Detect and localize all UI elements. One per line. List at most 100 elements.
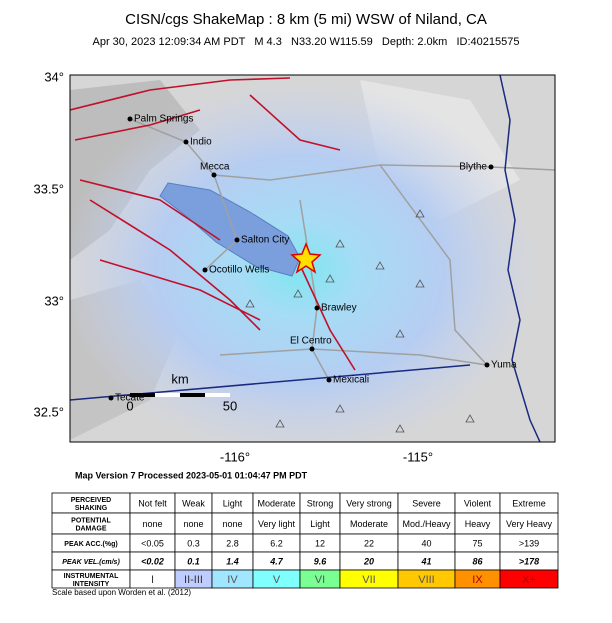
map-axes: 34° 33.5° 33° 32.5° -116° -115°: [33, 69, 433, 464]
city-dot: [211, 172, 217, 178]
row-header: INSTRUMENTAL INTENSITY: [64, 573, 119, 588]
table-value: IX: [472, 574, 483, 586]
cities: Palm Springs Indio Mecca Blythe Salton City O…: [108, 114, 517, 404]
scale-bar: [205, 393, 230, 397]
table-value: 0.1: [187, 556, 200, 566]
scale-bar: [155, 393, 180, 397]
table-value: 75: [472, 538, 482, 548]
table-value: Mod./Heavy: [402, 519, 451, 529]
scale-label: 0: [126, 398, 133, 413]
table-value: Extreme: [512, 498, 546, 508]
table-value: 6.2: [270, 538, 283, 548]
table-value: none: [142, 519, 162, 529]
scale-note: Scale based upon Worden et al. (2012): [52, 588, 191, 597]
city-label: Mecca: [200, 162, 230, 173]
city-label: Ocotillo Wells: [209, 265, 269, 276]
city-label: Mexicali: [333, 375, 369, 386]
table-value: >178: [519, 556, 539, 566]
table-value: Very light: [258, 519, 296, 529]
table-value: II-III: [184, 574, 203, 586]
city-dot: [309, 346, 315, 352]
epicenter: [290, 241, 322, 274]
lat-label: 33°: [44, 293, 64, 308]
table-value: Moderate: [350, 519, 388, 529]
table-value: Heavy: [465, 519, 491, 529]
intensity-table: PERCEIVED SHAKING Not felt Weak Light Moderat…: [51, 492, 559, 589]
lon-label: -115°: [403, 449, 433, 464]
table-value: Very Heavy: [506, 519, 553, 529]
city-label: Indio: [190, 137, 212, 148]
table-value: 2.8: [226, 538, 239, 548]
salton-sea: [159, 182, 301, 277]
city-label: Brawley: [321, 303, 357, 314]
table-value: 0.3: [187, 538, 200, 548]
city-dot: [183, 139, 189, 145]
table-value: 20: [363, 556, 374, 566]
city-dot: [234, 237, 240, 243]
city-dot: [202, 267, 208, 273]
table-value: Light: [223, 498, 243, 508]
city-dot: [314, 305, 320, 311]
map-frame: [69, 74, 556, 443]
table-value: 41: [420, 556, 431, 566]
title: CISN/cgs ShakeMap : 8 km (5 mi) WSW of N…: [125, 11, 487, 28]
city-dot: [484, 362, 490, 368]
row-header: PEAK ACC.(%g): [64, 541, 117, 548]
table-value: none: [183, 519, 203, 529]
table-value: 4.7: [269, 556, 284, 566]
table-value: 9.6: [314, 556, 328, 566]
table-value: Severe: [412, 498, 441, 508]
city-dot: [326, 377, 332, 383]
table-value: none: [222, 519, 242, 529]
scale-label: 50: [223, 398, 237, 413]
row-header: POTENTIAL DAMAGE: [71, 517, 111, 532]
row-header: PEAK VEL.(cm/s): [62, 559, 120, 566]
table-value: VII: [362, 574, 375, 586]
table-value: 12: [315, 538, 325, 548]
city-dot: [127, 116, 133, 122]
table-value: I: [151, 574, 154, 586]
table-value: Very strong: [346, 498, 392, 508]
table-value: Light: [310, 519, 330, 529]
city-dot: [488, 164, 494, 170]
city-label: Salton City: [241, 235, 289, 246]
table-value: VIII: [418, 574, 435, 586]
table-cell: [499, 569, 559, 589]
stations: [245, 209, 475, 433]
map-version: Map Version 7 Processed 2023-05-01 01:04…: [75, 470, 308, 480]
city-label: Blythe: [459, 162, 487, 173]
state-line: [499, 75, 541, 442]
table-value: 86: [472, 556, 483, 566]
faults: [70, 77, 356, 371]
city-label: Tecate: [115, 393, 145, 404]
table-value: 22: [364, 538, 374, 548]
city-label: Palm Springs: [134, 114, 193, 125]
lon-label: -116°: [220, 449, 250, 464]
row-header: PERCEIVED SHAKING: [71, 497, 111, 512]
lat-label: 33.5°: [33, 181, 64, 196]
table-value: VI: [315, 574, 325, 586]
table-value: <0.05: [141, 538, 164, 548]
table-value: 1.4: [226, 556, 239, 566]
city-label: Yuma: [491, 360, 517, 371]
map: Palm Springs Indio Mecca Blythe Salton City O…: [70, 75, 555, 442]
table-value: Moderate: [257, 498, 295, 508]
table-value: Violent: [464, 498, 492, 508]
city-label: El Centro: [290, 336, 332, 347]
lat-label: 32.5°: [33, 404, 64, 419]
table-value: X+: [522, 574, 536, 586]
lat-label: 34°: [44, 69, 64, 84]
table-value: IV: [227, 574, 238, 586]
subtitle: Apr 30, 2023 12:09:34 AM PDT M 4.3 N33.2…: [92, 36, 519, 48]
table-value: <0.02: [141, 556, 164, 566]
city-dot: [108, 395, 114, 401]
table-value: V: [273, 574, 281, 586]
table-value: 40: [421, 538, 431, 548]
table-value: Weak: [182, 498, 205, 508]
table-value: >139: [519, 538, 539, 548]
table-value: Not felt: [138, 498, 167, 508]
table-value: Strong: [307, 498, 334, 508]
scale-unit: km: [171, 371, 188, 386]
